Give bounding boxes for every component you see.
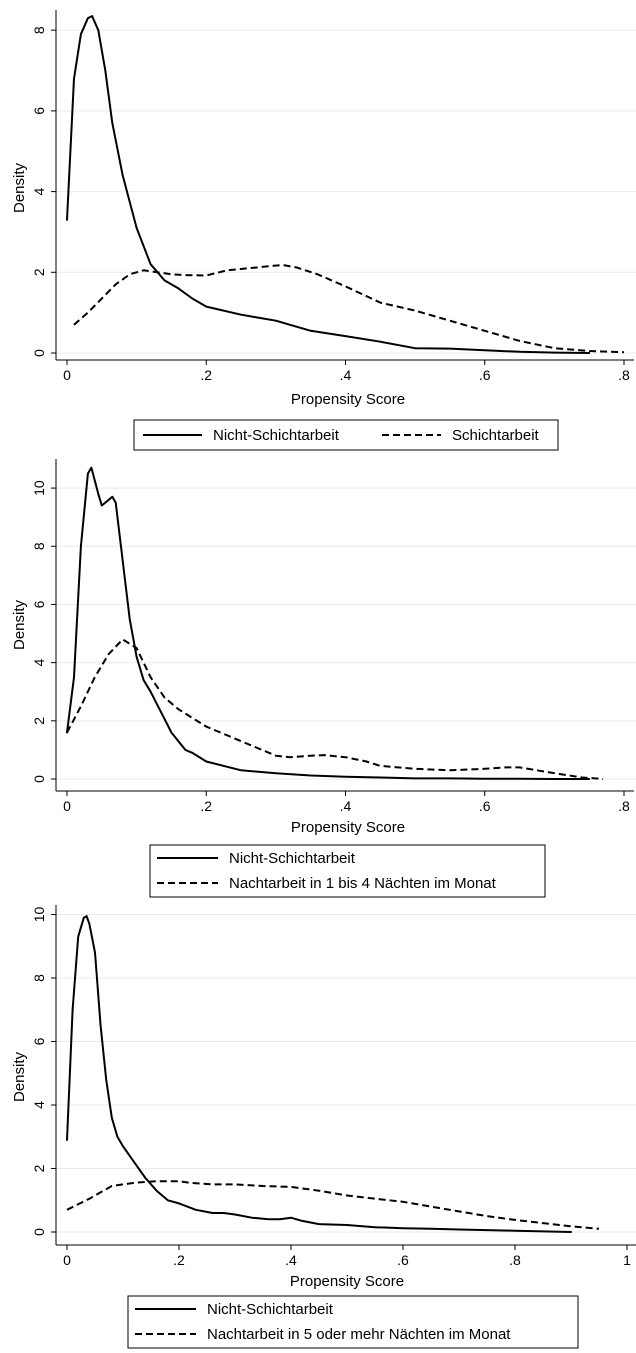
y-axis-label: Density — [11, 1051, 28, 1102]
x-tick-label-3: .6 — [479, 367, 491, 383]
y-tick-label-4: 8 — [31, 974, 47, 982]
series-line-solid — [66, 466, 591, 780]
y-axis-label: Density — [11, 162, 28, 213]
x-tick-label-4: .8 — [509, 1252, 521, 1268]
x-tick-label-3: .6 — [397, 1252, 409, 1268]
series-line-dashed — [66, 1180, 600, 1230]
series-group — [66, 15, 625, 354]
x-axis-label: Propensity Score — [291, 819, 405, 836]
legend-item-1: Nicht-Schichtarbeit — [213, 427, 340, 444]
y-axis-label: Density — [11, 599, 28, 650]
y-tick-label-4: 8 — [31, 26, 47, 34]
y-tick-label-4: 8 — [31, 542, 47, 550]
series-line-dashed — [66, 638, 604, 780]
y-tick-label-0: 0 — [31, 775, 47, 783]
legend-item-2: Nachtarbeit in 5 oder mehr Nächten im Mo… — [207, 1326, 511, 1343]
plot-area — [56, 905, 636, 1245]
y-tick-label-2: 4 — [31, 187, 47, 195]
legend-box — [127, 1295, 579, 1349]
y-tick-label-1: 2 — [31, 717, 47, 725]
x-tick-label-4: .8 — [618, 798, 630, 814]
density-chart-2: 0 2 4 6 8 10 0 .2 .4 .6 .8 Propensity Score Densit… — [11, 459, 636, 898]
y-tick-label-2: 4 — [31, 1101, 47, 1109]
series-line-dashed — [73, 264, 625, 354]
x-axis-label: Propensity Score — [290, 1273, 404, 1290]
x-tick-label-1: .2 — [200, 798, 212, 814]
y-tick-label-2: 4 — [31, 659, 47, 667]
x-tick-label-2: .4 — [285, 1252, 297, 1268]
density-chart-3: 0 2 4 6 8 10 0 .2 .4 .6 .8 1 Propensity Score Densi… — [11, 905, 636, 1349]
legend: Nicht-Schichtarbeit Schichtarbeit — [133, 419, 559, 451]
legend-item-2: Schichtarbeit — [452, 427, 540, 444]
legend: Nicht-Schichtarbeit Nachtarbeit in 1 bis… — [149, 844, 546, 898]
ticks-group: 0 2 4 6 8 10 0 .2 .4 .6 .8 1 — [31, 907, 631, 1268]
ticks-group: 0 2 4 6 8 10 0 .2 .4 .6 .8 — [31, 480, 630, 814]
series-group — [66, 466, 604, 780]
y-tick-label-0: 0 — [31, 1228, 47, 1236]
y-tick-label-3: 6 — [31, 1037, 47, 1045]
x-tick-label-0: 0 — [63, 1252, 71, 1268]
series-line-solid — [66, 15, 591, 354]
x-tick-label-1: .2 — [200, 367, 212, 383]
x-tick-label-2: .4 — [340, 798, 352, 814]
plot-area — [56, 459, 634, 791]
y-tick-label-0: 0 — [31, 349, 47, 357]
series-line-solid — [66, 915, 572, 1233]
y-tick-label-1: 2 — [31, 268, 47, 276]
y-tick-label-5: 10 — [31, 480, 47, 496]
plot-area — [56, 10, 634, 360]
x-tick-label-4: .8 — [618, 367, 630, 383]
x-tick-label-0: 0 — [63, 367, 71, 383]
x-tick-label-1: .2 — [173, 1252, 185, 1268]
grid-lines — [56, 487, 636, 780]
x-tick-label-5: 1 — [623, 1252, 631, 1268]
legend-item-2: Nachtarbeit in 1 bis 4 Nächten im Monat — [229, 875, 497, 892]
legend-item-1: Nicht-Schichtarbeit — [229, 850, 356, 867]
x-tick-label-3: .6 — [479, 798, 491, 814]
x-axis-label: Propensity Score — [291, 391, 405, 408]
legend: Nicht-Schichtarbeit Nachtarbeit in 5 ode… — [127, 1295, 579, 1349]
ticks-group: 0 2 4 6 8 0 .2 .4 .6 .8 — [31, 26, 630, 383]
y-tick-label-1: 2 — [31, 1164, 47, 1172]
series-group — [66, 915, 600, 1233]
legend-item-1: Nicht-Schichtarbeit — [207, 1301, 334, 1318]
x-tick-label-2: .4 — [340, 367, 352, 383]
y-tick-label-3: 6 — [31, 107, 47, 115]
legend-box — [133, 419, 559, 451]
y-tick-label-5: 10 — [31, 907, 47, 923]
legend-box — [149, 844, 546, 898]
y-tick-label-3: 6 — [31, 600, 47, 608]
x-tick-label-0: 0 — [63, 798, 71, 814]
